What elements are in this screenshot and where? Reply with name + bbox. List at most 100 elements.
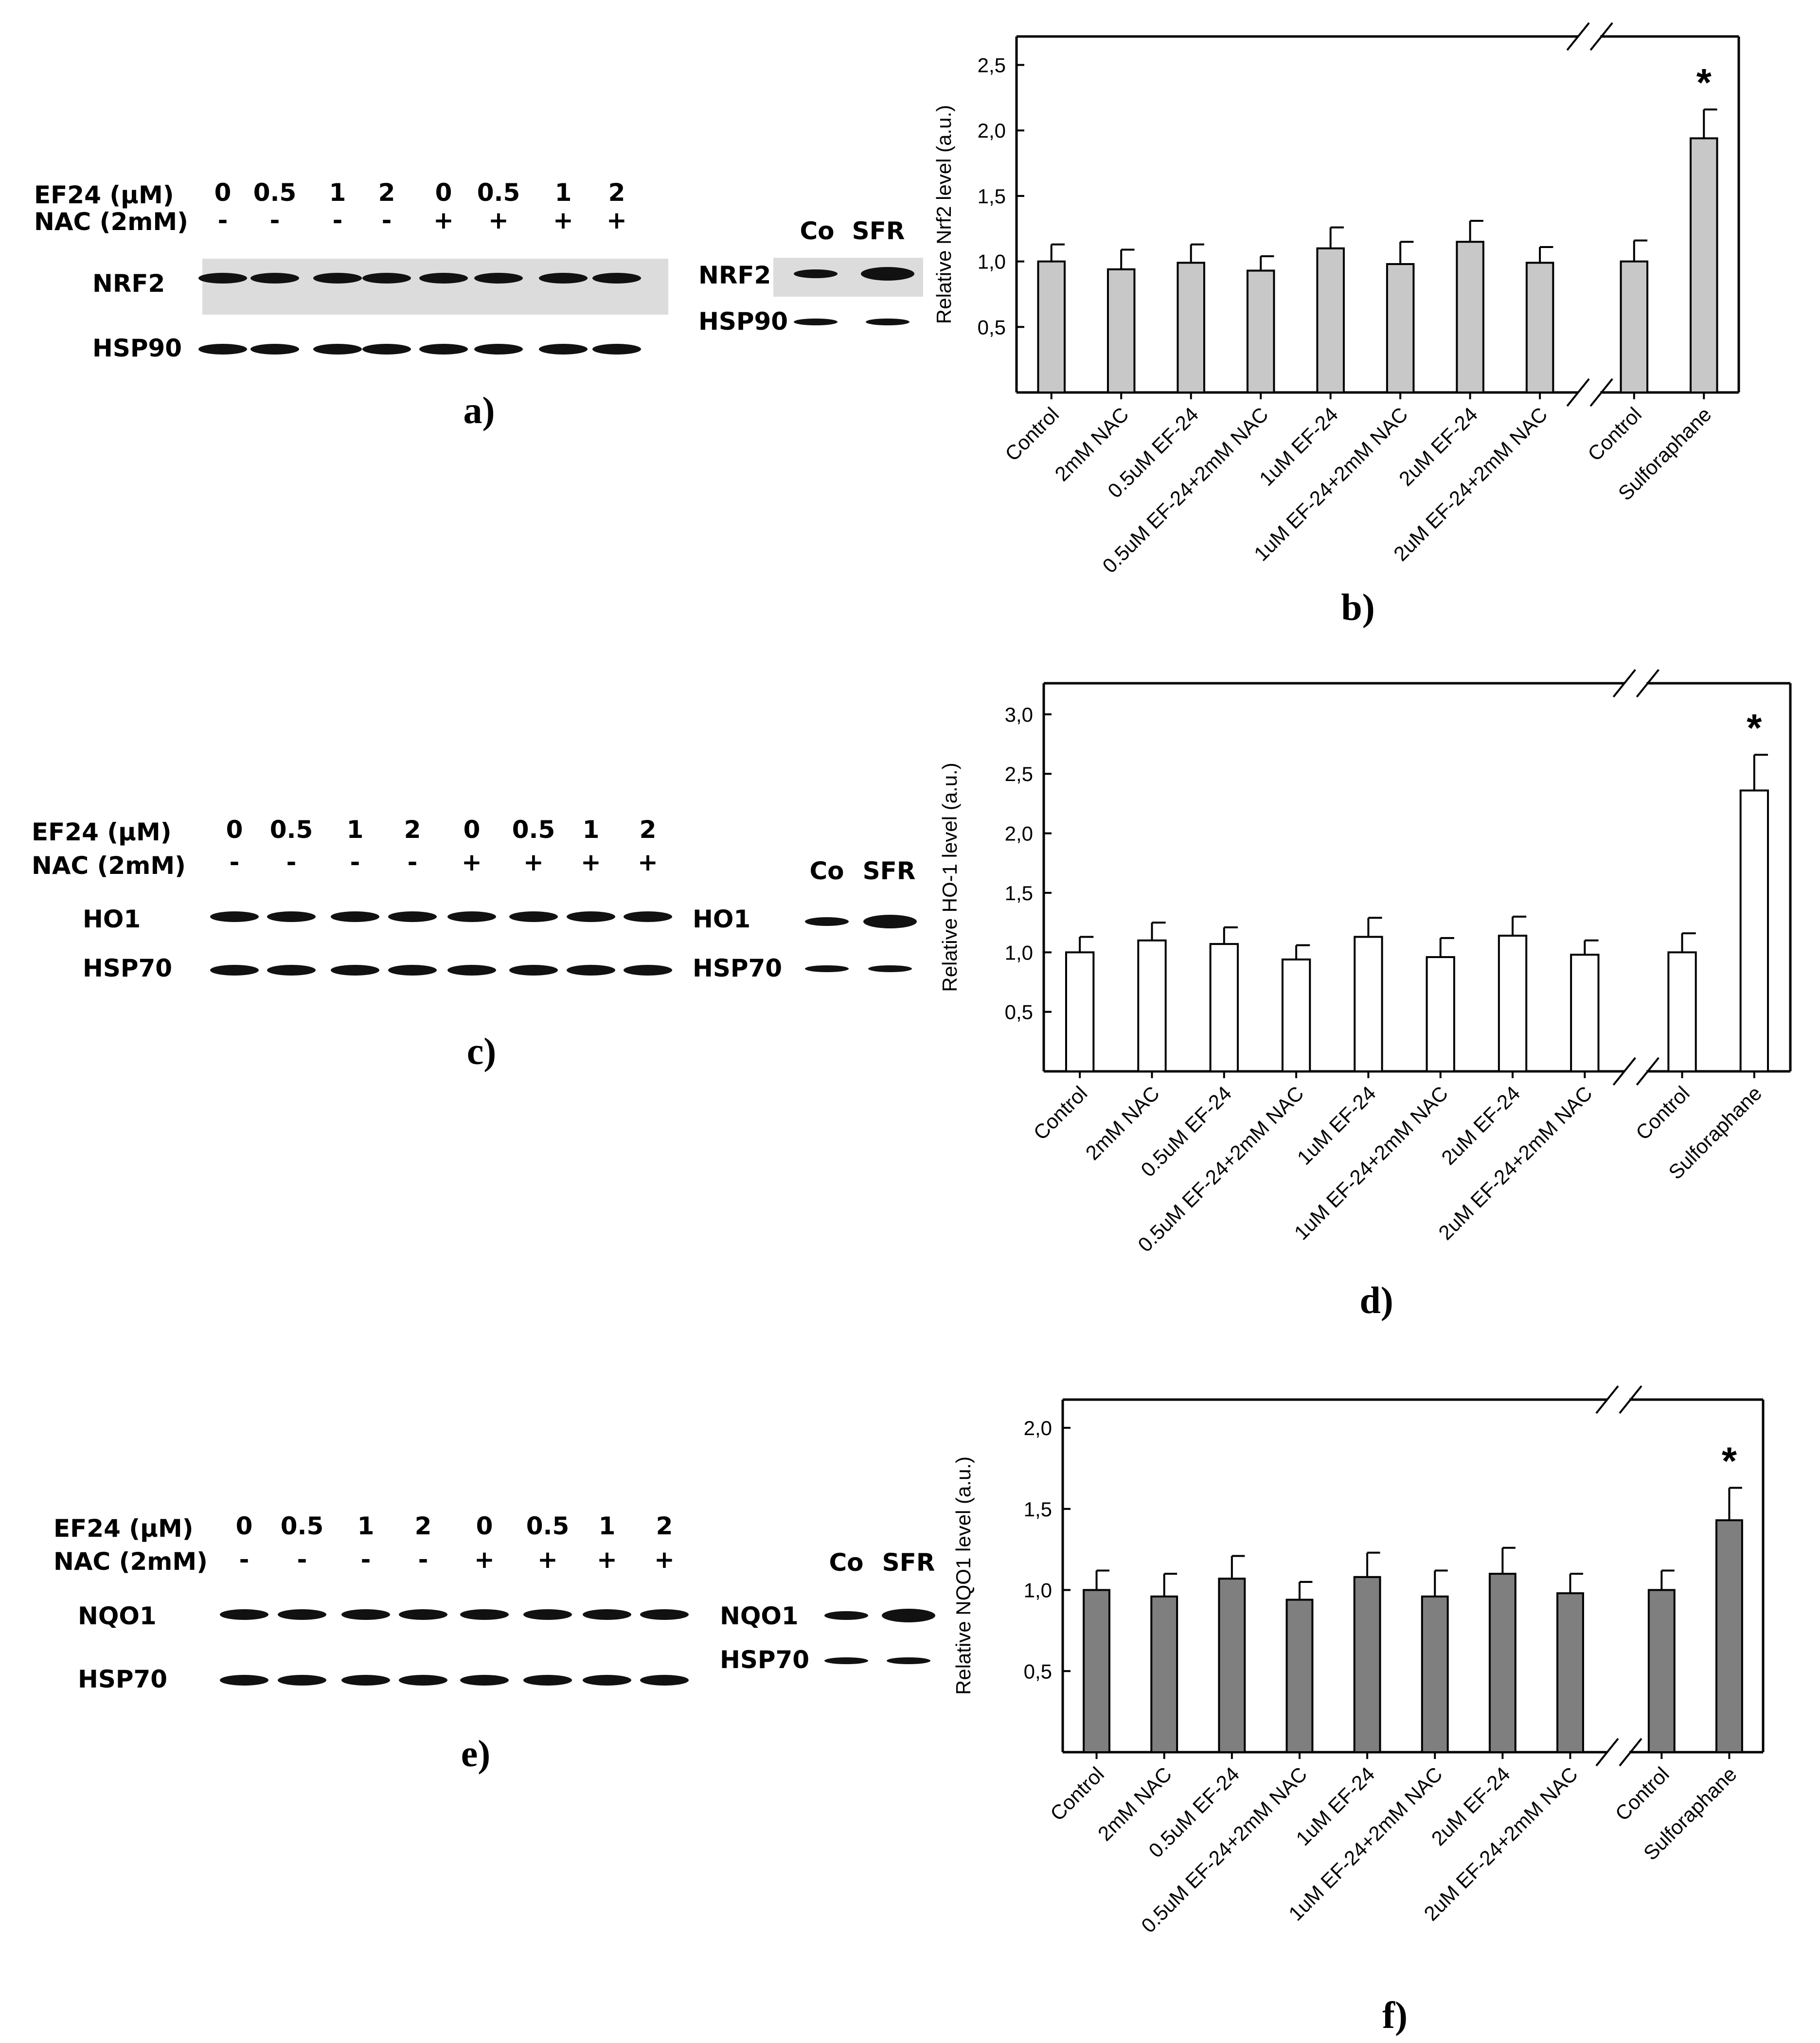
- protein-band: [460, 1675, 509, 1686]
- protein-band: [640, 1609, 689, 1620]
- protein-band: [567, 911, 615, 922]
- bar-chart-3: 0,5 1,0 1,5 2,0 Relative NQO1 level (a.u.) Co…: [952, 1385, 1765, 2036]
- ef24-lane-value: 2: [415, 1512, 432, 1540]
- x-tick-label: Control: [1046, 1762, 1108, 1825]
- protein-band: [399, 1675, 447, 1686]
- bar: [1246, 269, 1275, 394]
- bar: [1218, 1578, 1246, 1754]
- x-tick-label: Control: [1611, 1762, 1674, 1825]
- protein-band: [509, 965, 558, 976]
- protein-band: [278, 1609, 326, 1620]
- protein-band: [331, 911, 379, 922]
- ef24-lane-value: 0: [435, 178, 452, 207]
- nac-lane-value: -: [361, 1546, 371, 1574]
- nac-lane-value: +: [597, 1546, 617, 1574]
- ef24-lane-value: 1: [583, 816, 600, 844]
- protein-band: [887, 1657, 930, 1664]
- protein-band: [250, 344, 299, 355]
- y-tick-label: 1,5: [978, 185, 1006, 208]
- nac-lane-value: -: [286, 848, 297, 876]
- ef24-lane-value: 0.5: [253, 178, 297, 207]
- x-tick-label: Control: [1029, 1082, 1092, 1144]
- protein-band: [539, 273, 588, 284]
- nac-lane-value: +: [638, 848, 658, 876]
- side-lane-header: SFR: [882, 1548, 935, 1577]
- protein-band: [210, 911, 259, 922]
- bar: [1488, 1573, 1517, 1753]
- side-loading-label: HSP90: [698, 307, 788, 336]
- y-tick-label: 0,5: [1005, 1001, 1033, 1024]
- ef24-lane-value: 0: [214, 178, 232, 207]
- y-axis-label: Relative Nrf2 level (a.u.): [932, 105, 955, 324]
- ef24-lane-value: 1: [347, 816, 364, 844]
- y-tick-label: 1,0: [978, 250, 1006, 273]
- axis-break-mark: [1619, 1385, 1642, 1414]
- ef24-lane-value: 0.5: [512, 816, 555, 844]
- ef24-lane-value: 2: [378, 178, 395, 207]
- bar-chart-2: 0,5 1,0 1,5 2,0 2,5 3,0 Relative HO-1 level (a…: [938, 669, 1792, 1321]
- nac-lane-value: -: [297, 1546, 307, 1574]
- ef24-lane-value: 1: [555, 178, 572, 207]
- nac-lane-value: -: [350, 848, 360, 876]
- panel-label: c): [467, 1030, 497, 1072]
- bar: [1083, 1589, 1110, 1753]
- y-tick-label: 2,0: [978, 119, 1006, 142]
- western-blot-panel-3: EF24 (µM) NAC (2mM) 0 0.5 1 2 0 0.5 1 2 - - - - + + + + NQ…: [54, 1512, 935, 1775]
- blot-membrane: [202, 259, 668, 315]
- protein-band: [447, 965, 496, 976]
- ef24-concentration-label: EF24 (µM): [32, 818, 172, 846]
- protein-band: [523, 1675, 572, 1686]
- bar: [1316, 247, 1345, 393]
- y-tick-label: 1,5: [1005, 882, 1033, 905]
- nac-lane-value: -: [239, 1546, 250, 1574]
- western-blot-panel-1: EF24 (µM)NAC (2mM)0 0.5 1 2 0 0.5 1 2- - - - + + + +NR…: [34, 178, 923, 431]
- protein-band: [313, 273, 362, 284]
- nac-lane-value: +: [654, 1546, 675, 1574]
- protein-band: [362, 344, 411, 355]
- bar: [1739, 789, 1769, 1072]
- protein-band: [388, 965, 437, 976]
- ef24-lane-value: 0.5: [526, 1512, 570, 1540]
- nac-lane-value: +: [474, 1546, 495, 1574]
- bar: [1353, 1576, 1381, 1754]
- protein-band: [419, 273, 468, 284]
- protein-band: [805, 965, 849, 972]
- protein-band: [592, 344, 641, 355]
- protein-band: [220, 1675, 268, 1686]
- significance-marker: *: [1722, 1439, 1737, 1482]
- protein-band: [198, 273, 247, 284]
- bar: [1150, 1595, 1178, 1754]
- bar: [1209, 943, 1239, 1073]
- axis-break-gap: [1624, 678, 1647, 688]
- protein-band: [460, 1609, 509, 1620]
- protein-band: [539, 344, 588, 355]
- protein-band: [419, 344, 468, 355]
- ef24-lane-value: 2: [640, 816, 657, 844]
- panel-label: a): [464, 389, 495, 431]
- nac-concentration-label: NAC (2mM): [54, 1547, 208, 1576]
- nac-lane-value: +: [537, 1546, 558, 1574]
- nac-lane-value: +: [553, 206, 573, 234]
- bar: [1426, 956, 1455, 1073]
- nac-lane-value: +: [607, 206, 627, 234]
- x-tick-label: Control: [1583, 403, 1646, 465]
- target-protein-label: HO1: [83, 905, 141, 933]
- loading-control-label: HSP70: [78, 1665, 167, 1693]
- protein-band: [388, 911, 437, 922]
- axis-break-mark: [1589, 22, 1613, 51]
- protein-band: [523, 1609, 572, 1620]
- y-tick-label: 0,5: [1024, 1660, 1052, 1683]
- side-lane-header: Co: [829, 1548, 863, 1577]
- nac-concentration-label: NAC (2mM): [32, 852, 186, 880]
- y-tick-label: 2,0: [1005, 822, 1033, 845]
- protein-band: [220, 1609, 268, 1620]
- protein-band: [474, 273, 523, 284]
- axis-break-mark: [1566, 22, 1590, 51]
- protein-band: [868, 965, 912, 972]
- y-tick-label: 2,5: [1005, 763, 1033, 785]
- nac-lane-value: -: [218, 206, 228, 234]
- y-tick-label: 2,5: [978, 54, 1006, 77]
- axis-break-mark: [1612, 669, 1636, 698]
- y-tick-label: 1,0: [1005, 941, 1033, 964]
- axis-break-gap: [1578, 32, 1601, 41]
